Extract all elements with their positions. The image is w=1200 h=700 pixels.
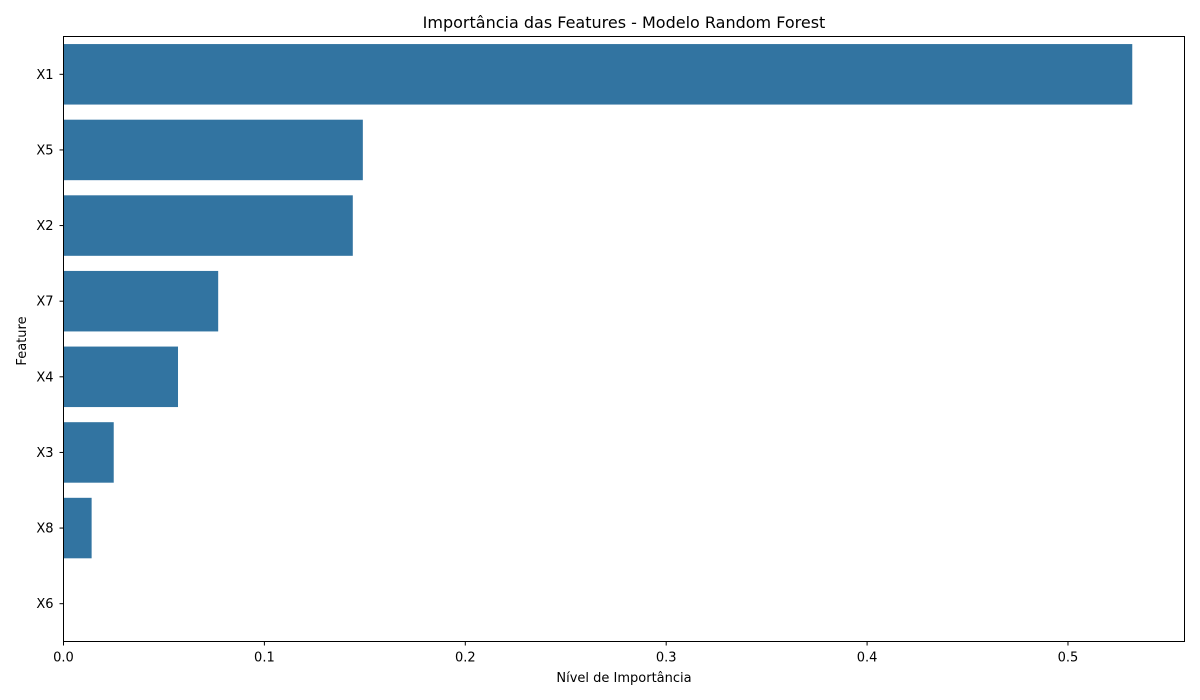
y-tick-label: X4	[36, 370, 53, 385]
x-tick-label: 0.3	[656, 651, 677, 666]
bar-x1	[63, 44, 1133, 105]
bar-x3	[63, 422, 114, 483]
y-tick-label: X6	[36, 597, 53, 612]
x-axis-label: Nível de Importância	[556, 671, 691, 686]
bars-group	[63, 44, 1133, 559]
x-tick-label: 0.5	[1058, 651, 1079, 666]
x-tick-label: 0.2	[455, 651, 476, 666]
y-tick-label: X7	[36, 295, 53, 310]
bar-x2	[63, 195, 353, 256]
y-tick-label: X8	[36, 522, 53, 537]
bar-x7	[63, 270, 219, 332]
y-tick-label: X2	[36, 219, 53, 234]
x-axis-ticks: 0.0 0.1 0.2 0.3 0.4 0.5	[53, 641, 1079, 666]
x-tick-label: 0.0	[53, 651, 74, 666]
x-tick-label: 0.1	[254, 651, 275, 666]
bar-x5	[63, 119, 363, 181]
y-tick-label: X5	[36, 143, 53, 158]
plot-area-frame	[63, 36, 1185, 642]
y-tick-label: X3	[36, 446, 53, 461]
bar-x8	[63, 497, 92, 559]
chart-title: Importância das Features - Modelo Random…	[423, 13, 826, 32]
y-axis-ticks: X1 X5 X2 X7 X4 X3 X8 X6	[36, 68, 64, 612]
x-tick-label: 0.4	[857, 651, 878, 666]
y-tick-label: X1	[36, 68, 53, 83]
bar-x4	[63, 346, 179, 408]
y-axis-label: Feature	[15, 316, 30, 365]
